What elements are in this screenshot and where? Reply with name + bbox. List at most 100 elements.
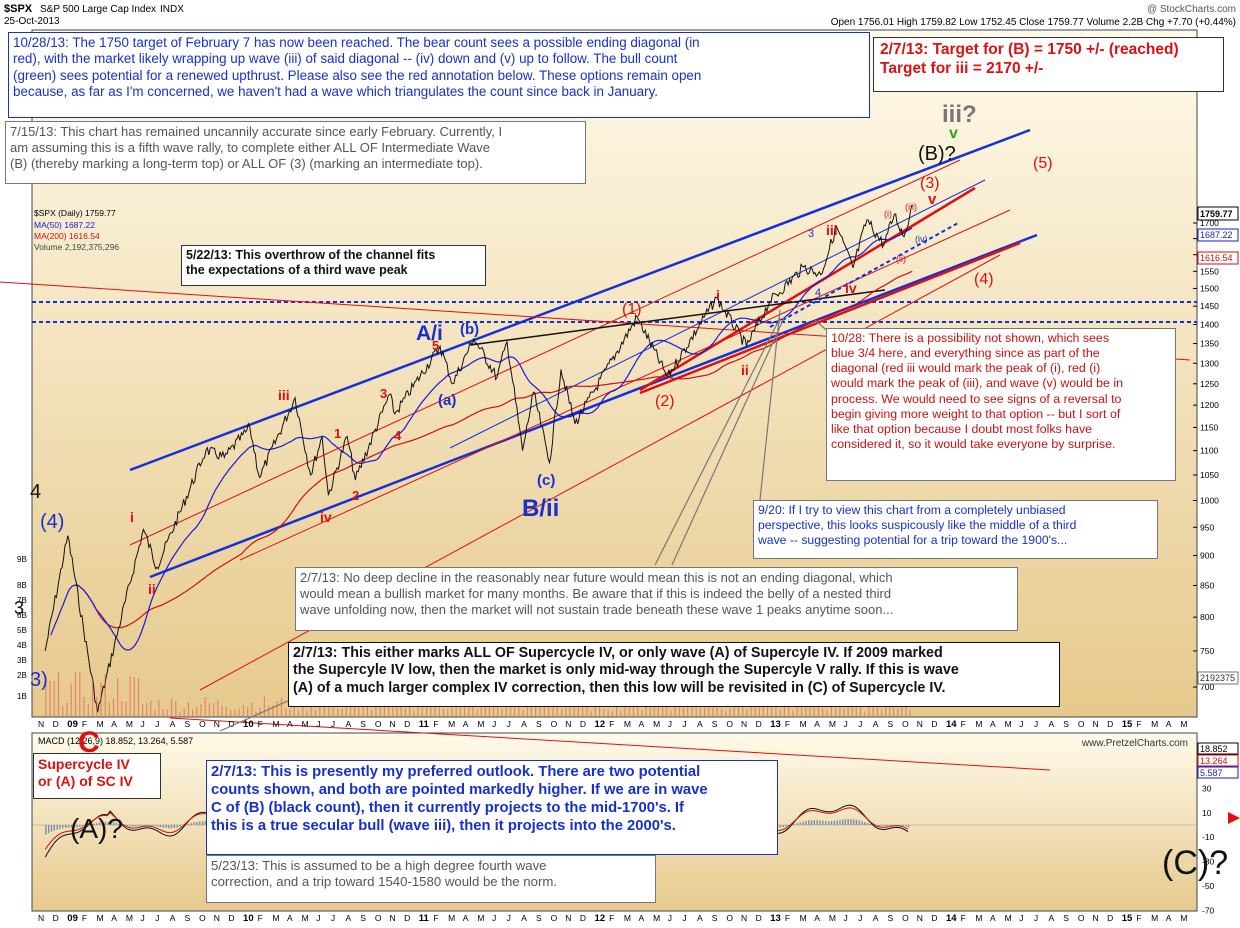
x-tick-label: M xyxy=(653,913,660,923)
x-tick-label: D xyxy=(580,913,586,923)
macd-histogram-bar xyxy=(73,825,75,828)
volume-bar xyxy=(909,710,911,716)
macd-histogram-bar xyxy=(816,820,818,825)
volume-bar xyxy=(889,701,891,716)
wave-iv-2013: iv xyxy=(845,280,857,296)
x-tick-label: 13 xyxy=(770,913,781,924)
volume-bar xyxy=(847,706,849,716)
volume-bar xyxy=(750,704,752,716)
wave-i-2012: i xyxy=(716,287,720,303)
x-tick-label: 15 xyxy=(1122,719,1133,730)
x-tick-label: D xyxy=(580,719,586,729)
macd-histogram-bar xyxy=(808,820,810,825)
volume-bar xyxy=(74,671,77,716)
macd-histogram-bar xyxy=(827,821,830,825)
volume-bar xyxy=(637,699,639,716)
x-tick-label: A xyxy=(111,719,117,729)
volume-bar xyxy=(112,698,115,716)
x-tick-label: N xyxy=(917,913,923,923)
x-tick-label: F xyxy=(258,913,263,923)
volume-bar xyxy=(379,707,381,716)
x-tick-label: M xyxy=(653,719,660,729)
macd-histogram-bar xyxy=(135,825,137,827)
macd-histogram-bar xyxy=(159,825,162,828)
volume-bar xyxy=(129,676,131,716)
y-tick-label: 1500 xyxy=(1200,283,1219,293)
volume-bar xyxy=(742,704,744,716)
volume-bar xyxy=(518,703,520,716)
volume-bar xyxy=(413,711,415,716)
volume-bar xyxy=(708,705,710,716)
volume-bar xyxy=(817,703,820,716)
macd-histogram-bar xyxy=(76,825,78,828)
volume-bar xyxy=(695,702,697,716)
macd-histogram-bar xyxy=(842,819,844,825)
volume-bar xyxy=(217,699,219,716)
macd-histogram-bar xyxy=(864,822,866,825)
macd-tick-label: -70 xyxy=(1202,905,1215,915)
x-tick-label: F xyxy=(609,913,614,923)
x-tick-label: 13 xyxy=(770,719,781,730)
x-tick-label: M xyxy=(829,719,836,729)
volume-bar xyxy=(779,709,781,716)
volume-bar xyxy=(104,673,106,716)
volume-bar xyxy=(125,701,127,716)
volume-bar xyxy=(872,703,874,716)
macd-histogram-bar xyxy=(156,825,159,827)
x-tick-label: S xyxy=(712,913,718,923)
wave-3: 3 xyxy=(380,386,387,401)
x-tick-label: O xyxy=(375,913,382,923)
macd-histogram-bar xyxy=(813,820,815,825)
x-tick-label: D xyxy=(931,719,937,729)
macd-histogram-bar xyxy=(45,825,47,835)
x-tick-label: A xyxy=(697,913,703,923)
x-tick-label: F xyxy=(82,719,87,729)
x-tick-label: J xyxy=(141,719,145,729)
volume-bar xyxy=(268,705,270,716)
macd-histogram-bar xyxy=(881,825,883,827)
volume-bar xyxy=(788,700,790,716)
macd-histogram-bar xyxy=(104,821,106,825)
macd-histogram-bar xyxy=(79,825,81,827)
x-tick-label: F xyxy=(961,913,966,923)
wave-Bii: B/ii xyxy=(522,495,559,522)
macd-histogram-bar xyxy=(861,821,863,825)
x-tick-label: O xyxy=(902,719,909,729)
volume-bar xyxy=(438,706,440,716)
x-tick-label: J xyxy=(844,913,848,923)
wave-1: 1 xyxy=(334,426,341,441)
symbol-title: $SPX xyxy=(4,3,33,15)
macd-histogram-bar xyxy=(115,822,118,825)
volume-tick-label: 2B xyxy=(17,671,27,680)
volume-bar xyxy=(480,698,482,716)
volume-bar xyxy=(826,709,828,716)
volume-bar xyxy=(699,707,701,716)
x-tick-label: F xyxy=(961,719,966,729)
volume-bar xyxy=(653,701,655,716)
macd-histogram-bar xyxy=(830,821,833,825)
volume-bar xyxy=(472,700,474,716)
volume-bar xyxy=(225,706,227,716)
x-tick-label: A xyxy=(287,913,293,923)
volume-bar xyxy=(49,680,51,716)
volume-bar xyxy=(881,709,883,716)
macd-histogram-bar xyxy=(899,825,902,826)
x-tick-label: M xyxy=(1180,719,1187,729)
volume-bar xyxy=(720,709,723,716)
macd-histogram-bar xyxy=(124,825,126,826)
volume-bar xyxy=(670,710,672,716)
wave-small-iv: (iv) xyxy=(915,234,928,244)
x-tick-label: A xyxy=(990,719,996,729)
wave-Aq: (A)? xyxy=(70,813,123,844)
volume-bar xyxy=(657,702,659,716)
wave-red-ii: ii xyxy=(148,581,156,597)
x-tick-label: A xyxy=(638,719,644,729)
macd-histogram-bar xyxy=(908,825,910,827)
x-tick-label: J xyxy=(682,719,686,729)
macd-histogram-bar xyxy=(151,825,153,826)
volume-bar xyxy=(87,704,89,716)
y-tick-label: 1400 xyxy=(1200,320,1219,330)
volume-bar xyxy=(459,700,461,716)
x-tick-label: J xyxy=(492,913,496,923)
volume-bar xyxy=(590,711,592,716)
